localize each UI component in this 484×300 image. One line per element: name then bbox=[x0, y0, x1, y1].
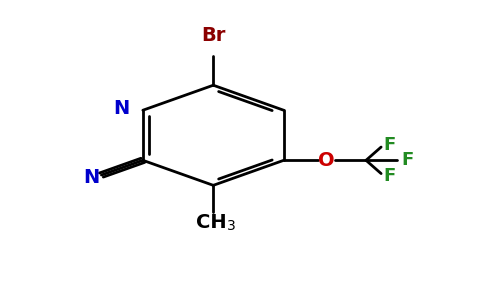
Text: F: F bbox=[402, 151, 414, 169]
Text: F: F bbox=[384, 167, 396, 185]
Text: Br: Br bbox=[201, 26, 226, 46]
Text: O: O bbox=[318, 151, 335, 170]
Text: F: F bbox=[384, 136, 396, 154]
Text: CH: CH bbox=[196, 213, 226, 232]
Text: N: N bbox=[113, 99, 129, 118]
Text: N: N bbox=[83, 169, 99, 188]
Text: 3: 3 bbox=[227, 219, 236, 233]
